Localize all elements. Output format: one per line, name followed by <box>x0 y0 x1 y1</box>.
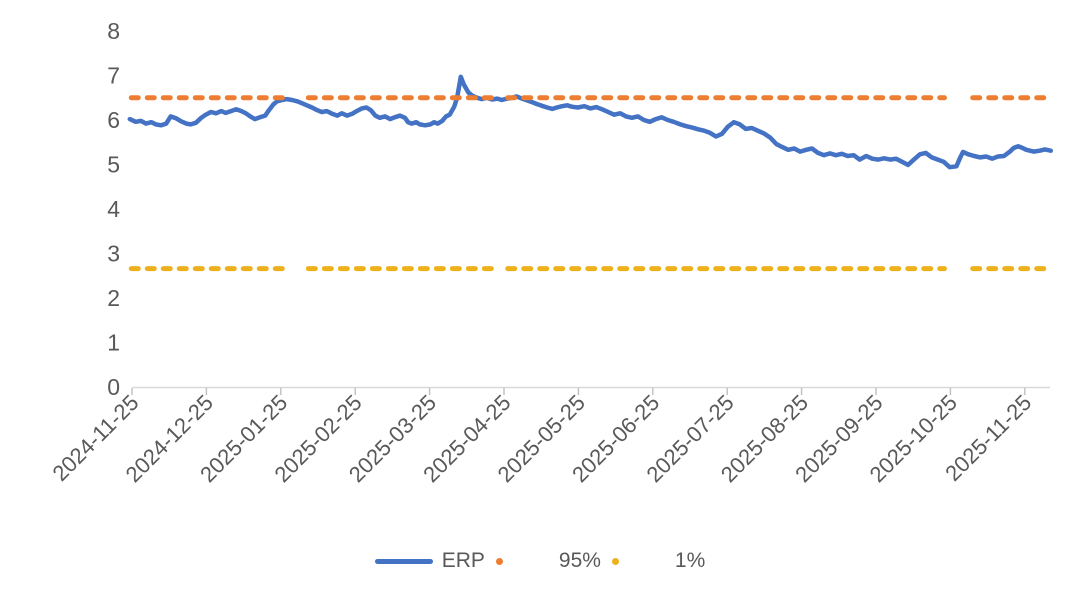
erp-series-line <box>127 74 1054 170</box>
legend-dot-swatch-1pct <box>611 557 619 565</box>
y-axis-label: 5 <box>107 152 120 178</box>
y-axis-label: 4 <box>107 196 120 222</box>
y-axis-label: 0 <box>107 374 120 400</box>
legend-label-95pct: 95% <box>558 549 601 572</box>
y-axis-label: 1 <box>107 330 120 356</box>
legend-label-1pct: 1% <box>674 549 706 572</box>
erp-line-chart: 2024-11-252024-12-252025-01-252025-02-25… <box>47 18 1054 487</box>
y-axis-label: 8 <box>107 18 120 44</box>
legend-label-erp: ERP <box>441 549 485 572</box>
y-axis-label: 3 <box>107 241 120 267</box>
legend-dot-swatch-95pct <box>495 557 503 565</box>
legend-item-95pct: 95% <box>485 549 601 573</box>
legend-item-erp: ERP <box>374 549 485 573</box>
y-axis-label: 2 <box>107 285 120 311</box>
y-axis-label: 6 <box>107 107 120 133</box>
y-axis-label: 7 <box>107 63 120 89</box>
legend-line-swatch-erp <box>374 558 433 564</box>
chart-legend: ERP 95% 1% <box>0 549 1080 573</box>
legend-item-1pct: 1% <box>601 549 705 573</box>
